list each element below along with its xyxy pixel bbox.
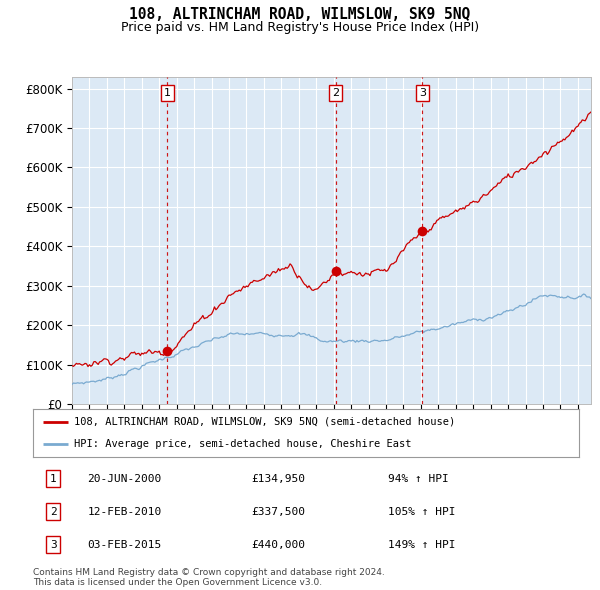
Text: 12-FEB-2010: 12-FEB-2010 [88,507,162,517]
Text: 3: 3 [50,540,56,550]
Text: 20-JUN-2000: 20-JUN-2000 [88,474,162,484]
Text: £134,950: £134,950 [251,474,305,484]
Text: Price paid vs. HM Land Registry's House Price Index (HPI): Price paid vs. HM Land Registry's House … [121,21,479,34]
Text: 03-FEB-2015: 03-FEB-2015 [88,540,162,550]
Text: £337,500: £337,500 [251,507,305,517]
Text: 149% ↑ HPI: 149% ↑ HPI [388,540,455,550]
Text: 105% ↑ HPI: 105% ↑ HPI [388,507,455,517]
Text: 108, ALTRINCHAM ROAD, WILMSLOW, SK9 5NQ (semi-detached house): 108, ALTRINCHAM ROAD, WILMSLOW, SK9 5NQ … [74,417,455,427]
Text: 2: 2 [332,88,340,98]
Text: Contains HM Land Registry data © Crown copyright and database right 2024.: Contains HM Land Registry data © Crown c… [33,568,385,576]
Text: 108, ALTRINCHAM ROAD, WILMSLOW, SK9 5NQ: 108, ALTRINCHAM ROAD, WILMSLOW, SK9 5NQ [130,7,470,22]
Text: 3: 3 [419,88,426,98]
Text: 1: 1 [164,88,171,98]
Text: 1: 1 [50,474,56,484]
Text: 2: 2 [50,507,56,517]
Text: This data is licensed under the Open Government Licence v3.0.: This data is licensed under the Open Gov… [33,578,322,587]
Text: £440,000: £440,000 [251,540,305,550]
Text: 94% ↑ HPI: 94% ↑ HPI [388,474,449,484]
Text: HPI: Average price, semi-detached house, Cheshire East: HPI: Average price, semi-detached house,… [74,439,412,449]
